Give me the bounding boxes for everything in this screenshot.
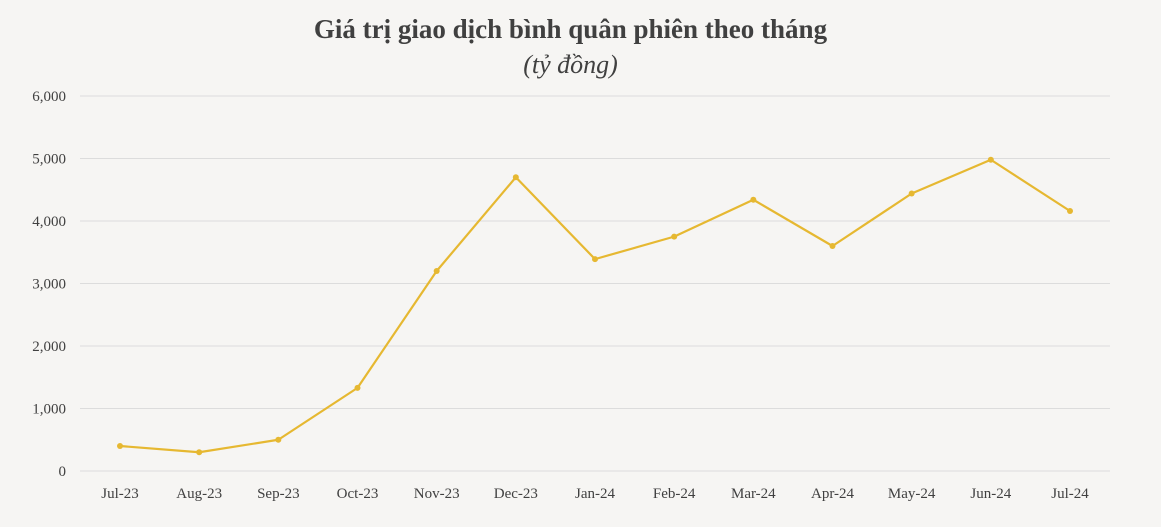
data-point: [987, 156, 994, 163]
x-tick-label: Sep-23: [257, 486, 300, 502]
y-tick-label: 4,000: [32, 214, 66, 230]
data-point: [829, 243, 836, 249]
data-point: [671, 233, 678, 240]
data-point: [275, 436, 282, 443]
x-tick-label: Feb-24: [653, 486, 696, 502]
x-tick-label: Aug-23: [176, 486, 222, 502]
x-tick-label: Dec-23: [494, 486, 538, 502]
chart-subtitle: (tỷ đồng): [523, 50, 618, 79]
x-tick-label: Mar-24: [731, 486, 776, 502]
x-tick-label: Jan-24: [575, 486, 615, 502]
data-point: [196, 449, 203, 456]
x-tick-label: Jul-23: [101, 486, 139, 502]
y-tick-label: 2,000: [32, 339, 66, 355]
data-point: [512, 174, 519, 181]
data-point: [908, 190, 915, 197]
data-point: [750, 196, 757, 203]
x-tick-label: Jun-24: [970, 486, 1011, 502]
x-tick-label: Jul-24: [1051, 486, 1089, 502]
x-tick-label: Oct-23: [337, 486, 379, 502]
y-tick-label: 5,000: [32, 152, 66, 168]
y-tick-label: 1,000: [32, 402, 66, 418]
data-point: [117, 443, 123, 449]
x-tick-label: May-24: [888, 486, 936, 502]
x-tick-label: Nov-23: [414, 486, 460, 502]
y-tick-label: 0: [59, 464, 67, 480]
y-tick-label: 6,000: [32, 89, 66, 105]
chart-title: Giá trị giao dịch bình quân phiên theo t…: [313, 14, 828, 44]
data-point: [592, 256, 598, 263]
data-point: [433, 268, 440, 274]
y-tick-label: 3,000: [32, 277, 66, 293]
x-tick-label: Apr-24: [811, 486, 855, 502]
data-point: [354, 384, 361, 391]
data-point: [1067, 208, 1073, 214]
